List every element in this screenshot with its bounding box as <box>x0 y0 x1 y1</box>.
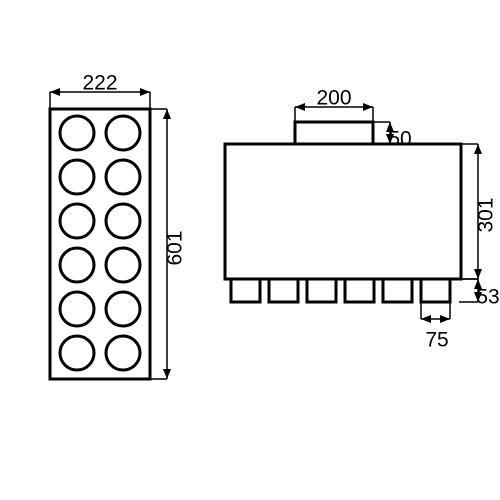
dimension-label: 53 <box>476 286 499 309</box>
dimension-label: 222 <box>82 72 117 95</box>
dimension-label: 301 <box>475 197 498 232</box>
port-circle <box>106 204 140 238</box>
port-circle <box>106 292 140 326</box>
port-circle <box>60 116 94 150</box>
dimension-label: 50 <box>388 128 411 151</box>
port-circle <box>60 248 94 282</box>
dimension-label: 601 <box>164 230 187 265</box>
port-circle <box>60 336 94 370</box>
port-circle <box>60 160 94 194</box>
port-circle <box>106 248 140 282</box>
port-circle <box>106 336 140 370</box>
dimension-label: 200 <box>316 87 351 110</box>
dimension-label: 75 <box>425 329 448 352</box>
port-circle <box>106 160 140 194</box>
port-circle <box>60 292 94 326</box>
port-circle <box>106 116 140 150</box>
port-circle <box>60 204 94 238</box>
